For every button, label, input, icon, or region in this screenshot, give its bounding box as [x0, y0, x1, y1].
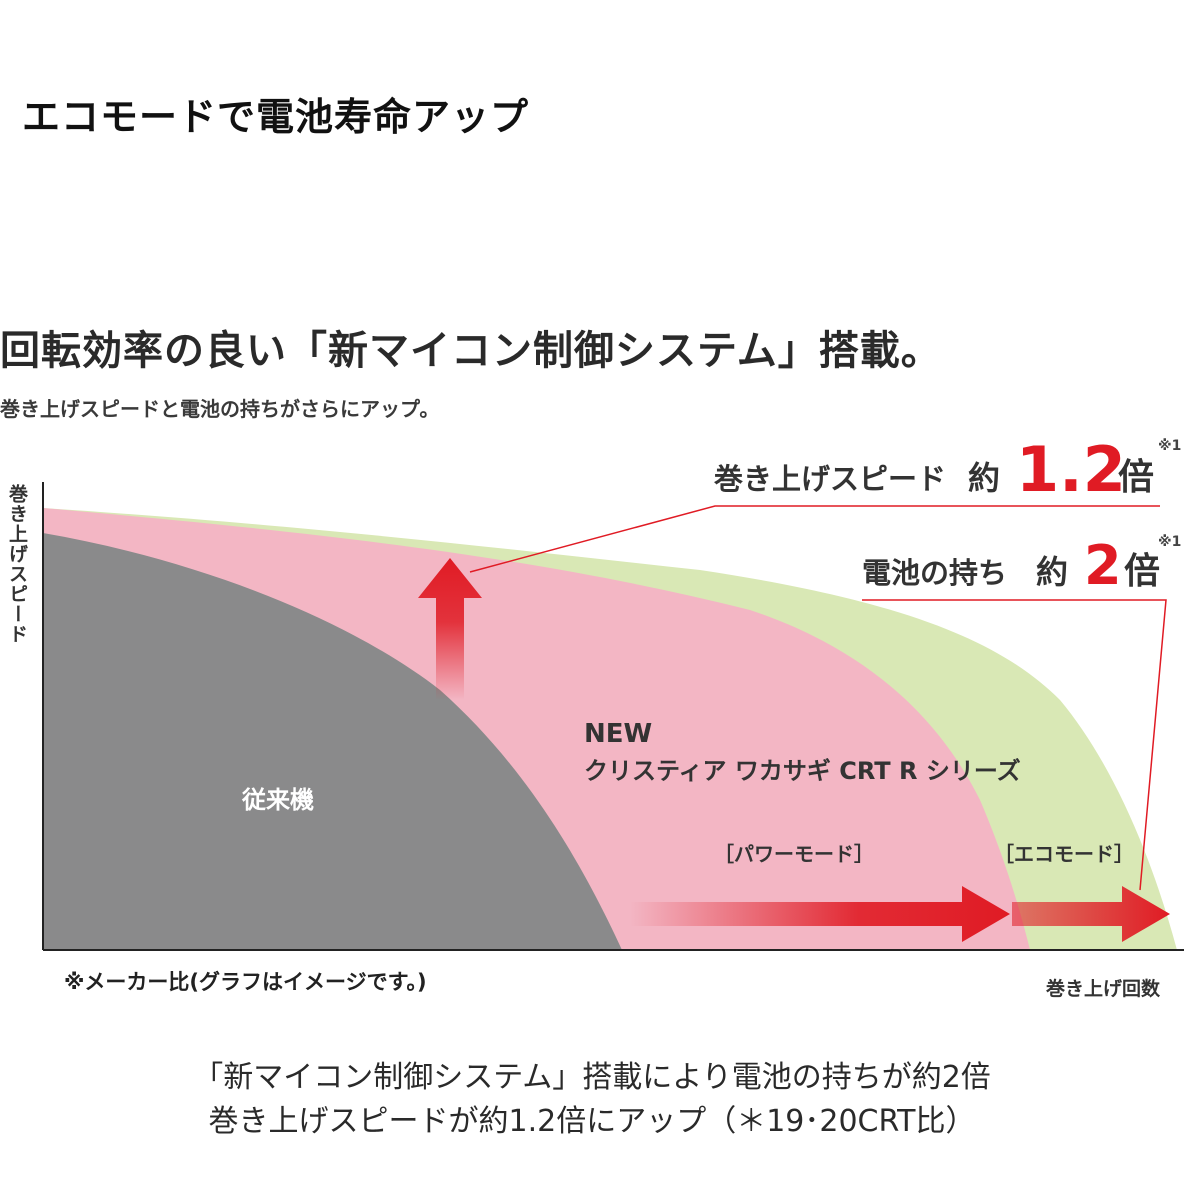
- chart-title: 回転効率の良い「新マイコン制御システム」搭載。: [0, 328, 942, 374]
- battery-callout-label: 電池の持ち: [862, 556, 1007, 590]
- area-conventional: [43, 533, 622, 950]
- caption: 「新マイコン制御システム」搭載により電池の持ちが約2倍 巻き上げスピードが約1.…: [0, 1056, 1184, 1144]
- battery-callout-unit: 倍: [1124, 551, 1160, 592]
- x-axis-label: 巻き上げ回数: [1046, 978, 1161, 1000]
- battery-callout-prefix: 約: [1036, 553, 1068, 591]
- page-title: エコモードで電池寿命アップ: [22, 95, 530, 139]
- chart-subtitle: 巻き上げスピードと電池の持ちがさらにアップ。: [0, 397, 440, 421]
- label-power-mode: ［パワーモード］: [714, 842, 874, 866]
- battery-callout-line: [862, 599, 1167, 891]
- speed-callout-value: 1.2: [1016, 433, 1126, 506]
- y-axis-label: 巻き上げスピード: [6, 484, 28, 644]
- label-new-1: NEW: [584, 719, 652, 749]
- speed-callout-note: ※1: [1158, 438, 1181, 454]
- speed-callout-line: [469, 505, 1160, 573]
- battery-callout-note: ※1: [1158, 534, 1181, 550]
- label-eco-mode: ［エコモード］: [994, 842, 1134, 866]
- label-new-2: クリスティア ワカサギ CRT R シリーズ: [584, 757, 1021, 785]
- speed-callout-prefix: 約: [968, 459, 1000, 497]
- caption-line-1: 「新マイコン制御システム」搭載により電池の持ちが約2倍: [193, 1060, 991, 1095]
- chart-footnote: ※メーカー比(グラフはイメージです。): [64, 970, 427, 994]
- up-arrow: [418, 558, 482, 700]
- speed-callout-unit: 倍: [1118, 457, 1154, 498]
- speed-callout-label: 巻き上げスピード: [714, 462, 946, 496]
- battery-callout-value: 2: [1084, 534, 1122, 597]
- power-mode-arrow: [630, 886, 1010, 942]
- caption-line-2: 巻き上げスピードが約1.2倍にアップ（＊19･20CRT比）: [208, 1104, 976, 1139]
- eco-mode-arrow: [1012, 886, 1170, 942]
- label-conventional: 従来機: [241, 786, 314, 814]
